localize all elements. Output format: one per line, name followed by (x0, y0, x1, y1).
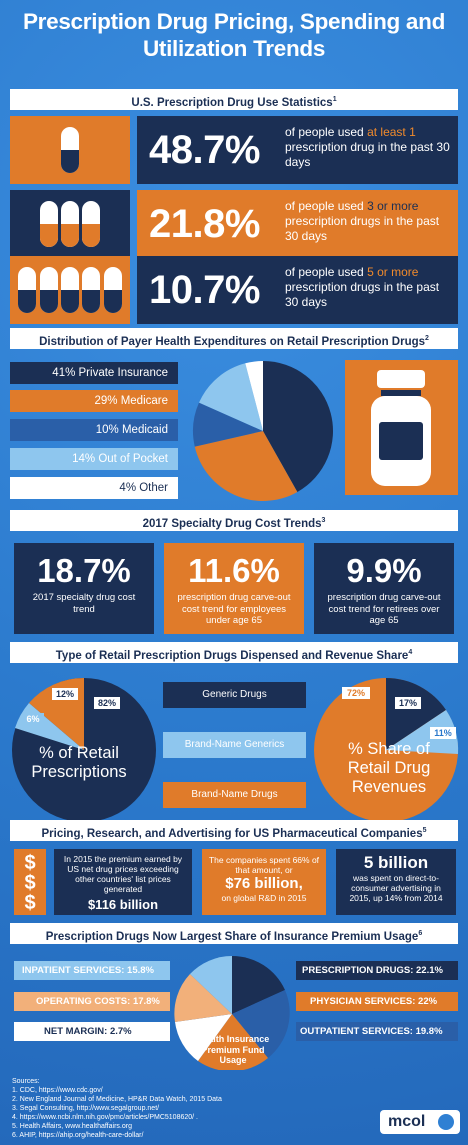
dollar-icon: $ (24, 872, 36, 894)
pie-slice-generic (386, 677, 446, 750)
section-heading-pricing: Pricing, Research, and Advertising for U… (10, 820, 458, 841)
pill-icon (40, 267, 58, 313)
premium-usage-pie (174, 955, 290, 1070)
tag-left-brand: 12% (52, 688, 78, 700)
pill-icon-box-3 (10, 256, 130, 324)
section-heading-dispensed: Type of Retail Prescription Drugs Dispen… (10, 642, 458, 663)
specialty-card-1: 18.7% 2017 specialty drug cost trend (14, 543, 154, 634)
pricing-card-1: In 2015 the premium earned by US net dru… (54, 849, 192, 915)
pill-icon (104, 267, 122, 313)
specialty-card-3: 9.9% prescription drug carve-out cost tr… (314, 543, 454, 634)
sources-list: Sources: 1. CDC, https://www.cdc.gov/ 2.… (12, 1077, 372, 1140)
source-item: 2. New England Journal of Medicine, HP&R… (12, 1096, 222, 1103)
tag-right-generic: 17% (395, 697, 421, 709)
pricing-card-2: The companies spent 66% of that amount, … (202, 849, 326, 915)
pie-slice-operating (174, 974, 232, 1022)
label-outpatient-services: OUTPATIENT SERVICES: 19.8% (296, 1022, 458, 1041)
legend-private-insurance: 41% Private Insurance (10, 362, 178, 384)
section-heading-payer: Distribution of Payer Health Expenditure… (10, 328, 458, 349)
stat-card-2: 21.8% of people used 3 or more prescript… (137, 190, 458, 258)
label-operating-costs: OPERATING COSTS: 17.8% (14, 992, 170, 1011)
source-item: 3. Segal Consulting, http://www.segalgro… (12, 1105, 160, 1112)
label-inpatient: INPATIENT SERVICES: 15.8% (14, 961, 170, 980)
tag-left-brand-generic: 6% (22, 713, 44, 725)
page-title: Prescription Drug Pricing, Spending and … (22, 9, 446, 61)
stat-description: of people used 3 or more prescription dr… (285, 199, 440, 243)
source-item: 4. https://www.ncbi.nlm.nih.gov/pmc/arti… (12, 1114, 198, 1121)
dollar-icon: $ (24, 852, 36, 874)
pie-slice-other (245, 361, 263, 431)
pill-icon-box-1 (10, 116, 130, 184)
pie-slice-prescription (232, 955, 285, 1014)
pie-slice-physician (198, 1014, 268, 1070)
label-generic-drugs: Generic Drugs (163, 682, 306, 708)
pill-icon (61, 201, 79, 247)
label-brand-name-drugs: Brand-Name Drugs (163, 782, 306, 808)
source-item: 1. CDC, https://www.cdc.gov/ (12, 1087, 103, 1094)
source-item: 5. Health Affairs, www.healthaffairs.org (12, 1123, 132, 1130)
retail-revenue-pie (314, 677, 459, 822)
legend-other: 4% Other (10, 477, 178, 499)
dollar-icon: $ (24, 892, 36, 914)
source-item: 6. AHIP, https://ahip.org/health-care-do… (12, 1132, 144, 1139)
pie-slice-brand-generic (386, 710, 459, 754)
bottle-icon-box (345, 360, 458, 495)
payer-pie-chart (193, 361, 333, 501)
pill-icon (82, 201, 100, 247)
logo-mark-icon (438, 1114, 454, 1130)
stat-percent: 10.7% (149, 268, 260, 312)
label-net-margin: NET MARGIN: 2.7% (14, 1022, 170, 1041)
legend-medicare: 29% Medicare (10, 390, 178, 412)
section-heading-specialty: 2017 Specialty Drug Cost Trends3 (10, 510, 458, 531)
pie-slice-net-margin (175, 1014, 232, 1061)
pill-icon (82, 267, 100, 313)
left-pie-caption: % of Retail Prescriptions (31, 744, 127, 781)
pill-icon (40, 201, 58, 247)
tag-right-brand-generic: 11% (430, 727, 456, 739)
pie-slice-private-insurance (263, 361, 333, 492)
stat-card-1: 48.7% of people used at least 1 prescrip… (137, 116, 458, 184)
stat-percent: 48.7% (149, 128, 260, 172)
pill-bottle-icon (371, 370, 431, 486)
pie-slice-outpatient (232, 990, 290, 1058)
stat-description: of people used at least 1 prescription d… (285, 125, 450, 169)
pie-slice-inpatient (190, 956, 232, 1014)
pill-icon-box-2 (10, 190, 130, 258)
tag-right-brand: 72% (342, 687, 370, 699)
label-brand-name-generics: Brand-Name Generics (163, 732, 306, 758)
stat-description: of people used 5 or more prescription dr… (285, 265, 440, 309)
right-pie-caption: % Share of Retail Drug Revenues (347, 740, 431, 796)
pill-icon (61, 267, 79, 313)
pill-icon (18, 267, 36, 313)
pie-slice-medicare (194, 431, 298, 501)
pie-slice-medicaid (193, 402, 263, 447)
stat-percent: 21.8% (149, 202, 260, 246)
section-heading-drug-use: U.S. Prescription Drug Use Statistics1 (10, 89, 458, 110)
pricing-card-3: 5 billion was spent on direct-to-consume… (336, 849, 456, 915)
dollar-icon-box: $ $ $ (14, 849, 46, 915)
label-prescription-drugs: PRESCRIPTION DRUGS: 22.1% (296, 961, 458, 980)
pill-icon (61, 127, 79, 173)
stat-card-3: 10.7% of people used 5 or more prescript… (137, 256, 458, 324)
mcol-logo: mcol (380, 1110, 460, 1134)
legend-medicaid: 10% Medicaid (10, 419, 178, 441)
label-physician-services: PHYSICIAN SERVICES: 22% (296, 992, 458, 1011)
premium-pie-caption: Health Insurance Premium Fund Usage (196, 1034, 270, 1065)
tag-left-generic: 82% (94, 697, 120, 709)
legend-out-of-pocket: 14% Out of Pocket (10, 448, 178, 470)
section-heading-premium: Prescription Drugs Now Largest Share of … (10, 923, 458, 944)
pie-slice-out-of-pocket (198, 363, 263, 431)
specialty-card-2: 11.6% prescription drug carve-out cost t… (164, 543, 304, 634)
